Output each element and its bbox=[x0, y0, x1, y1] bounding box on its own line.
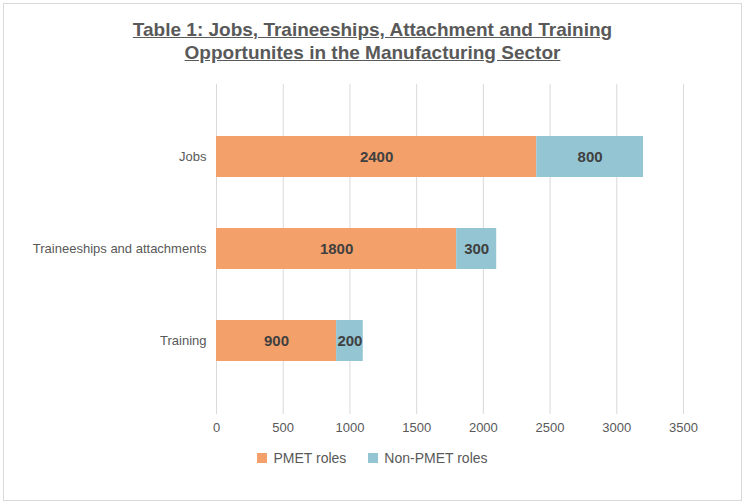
svg-text:3500: 3500 bbox=[669, 420, 698, 435]
svg-text:200: 200 bbox=[337, 332, 362, 349]
svg-text:2000: 2000 bbox=[469, 420, 498, 435]
svg-text:2400: 2400 bbox=[360, 148, 393, 165]
svg-text:1500: 1500 bbox=[402, 420, 431, 435]
svg-text:3000: 3000 bbox=[602, 420, 631, 435]
svg-text:Training: Training bbox=[160, 333, 206, 348]
svg-text:500: 500 bbox=[272, 420, 294, 435]
svg-text:300: 300 bbox=[464, 240, 489, 257]
svg-text:1800: 1800 bbox=[320, 240, 353, 257]
html-text:Non-PMET roles: Non-PMET roles bbox=[384, 450, 488, 466]
svg-text:900: 900 bbox=[264, 332, 289, 349]
html-text:PMET roles: PMET roles bbox=[273, 450, 347, 466]
svg-text:2500: 2500 bbox=[536, 420, 565, 435]
html-text:Table 1: Jobs, Traineeships, A: Table 1: Jobs, Traineeships, Attachment … bbox=[132, 19, 613, 63]
svg-text:800: 800 bbox=[578, 148, 603, 165]
svg-text:1000: 1000 bbox=[335, 420, 364, 435]
svg-text:Traineeships and attachments: Traineeships and attachments bbox=[33, 241, 207, 256]
svg-text:0: 0 bbox=[213, 420, 220, 435]
svg-text:Jobs: Jobs bbox=[179, 149, 207, 164]
